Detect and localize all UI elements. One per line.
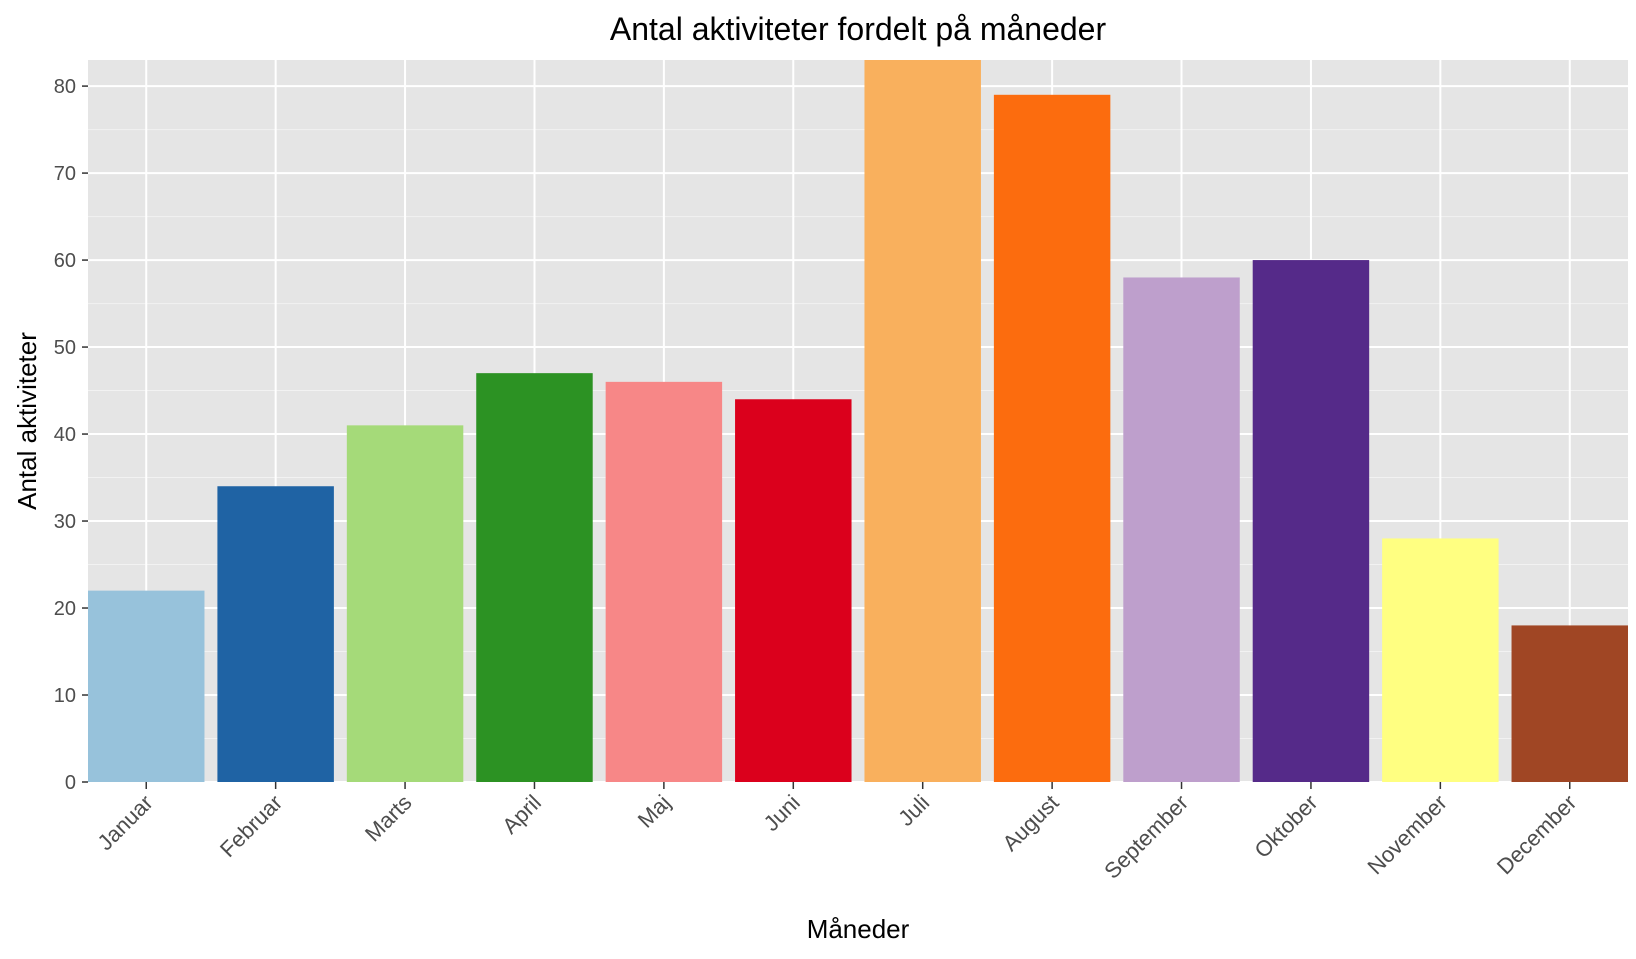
plot-panel	[88, 60, 1628, 782]
bar-februar	[217, 486, 334, 782]
y-tick-label: 80	[54, 76, 76, 98]
y-tick-label: 40	[54, 424, 76, 446]
x-axis-title: Måneder	[807, 914, 910, 944]
x-tick-label: Januar	[93, 790, 158, 855]
bar-juli	[864, 60, 981, 782]
bar-oktober	[1252, 260, 1370, 783]
bars	[88, 60, 1628, 783]
x-tick-label: Oktober	[1249, 790, 1322, 863]
y-tick-label: 20	[54, 598, 76, 620]
x-tick-label: Maj	[633, 790, 676, 833]
bar-juni	[735, 399, 852, 782]
bar-januar	[88, 590, 205, 782]
y-axis-title: Antal aktiviteter	[12, 332, 42, 510]
x-tick-label: Juli	[893, 790, 934, 831]
bar-august	[993, 94, 1111, 783]
bar-marts	[346, 425, 464, 782]
y-tick-label: 30	[54, 511, 76, 533]
x-tick-label: April	[497, 790, 546, 839]
y-axis: 0 10 20 30 40 50 60 70 80	[54, 76, 88, 794]
bar-september	[1123, 277, 1240, 782]
minor-gridlines	[88, 129, 1628, 740]
x-tick-label: November	[1362, 790, 1451, 879]
x-tick-label: August	[998, 790, 1064, 856]
bar-november	[1382, 538, 1499, 782]
bar-april	[476, 373, 593, 782]
y-tick-label: 0	[65, 772, 76, 794]
x-axis: Januar Februar Marts April Maj Juni Juli August…	[93, 782, 1581, 884]
y-tick-label: 60	[54, 250, 76, 272]
y-tick-label: 70	[54, 163, 76, 185]
bar-maj	[605, 381, 723, 782]
y-tick-label: 10	[54, 685, 76, 707]
chart-title: Antal aktiviteter fordelt på måneder	[610, 11, 1107, 47]
bar-december	[1511, 625, 1628, 782]
x-tick-label: Marts	[360, 790, 417, 847]
x-tick-label: December	[1492, 790, 1581, 879]
x-tick-label: Februar	[215, 790, 287, 862]
y-tick-label: 50	[54, 337, 76, 359]
x-tick-label: September	[1099, 790, 1193, 884]
x-tick-label: Juni	[759, 790, 805, 836]
